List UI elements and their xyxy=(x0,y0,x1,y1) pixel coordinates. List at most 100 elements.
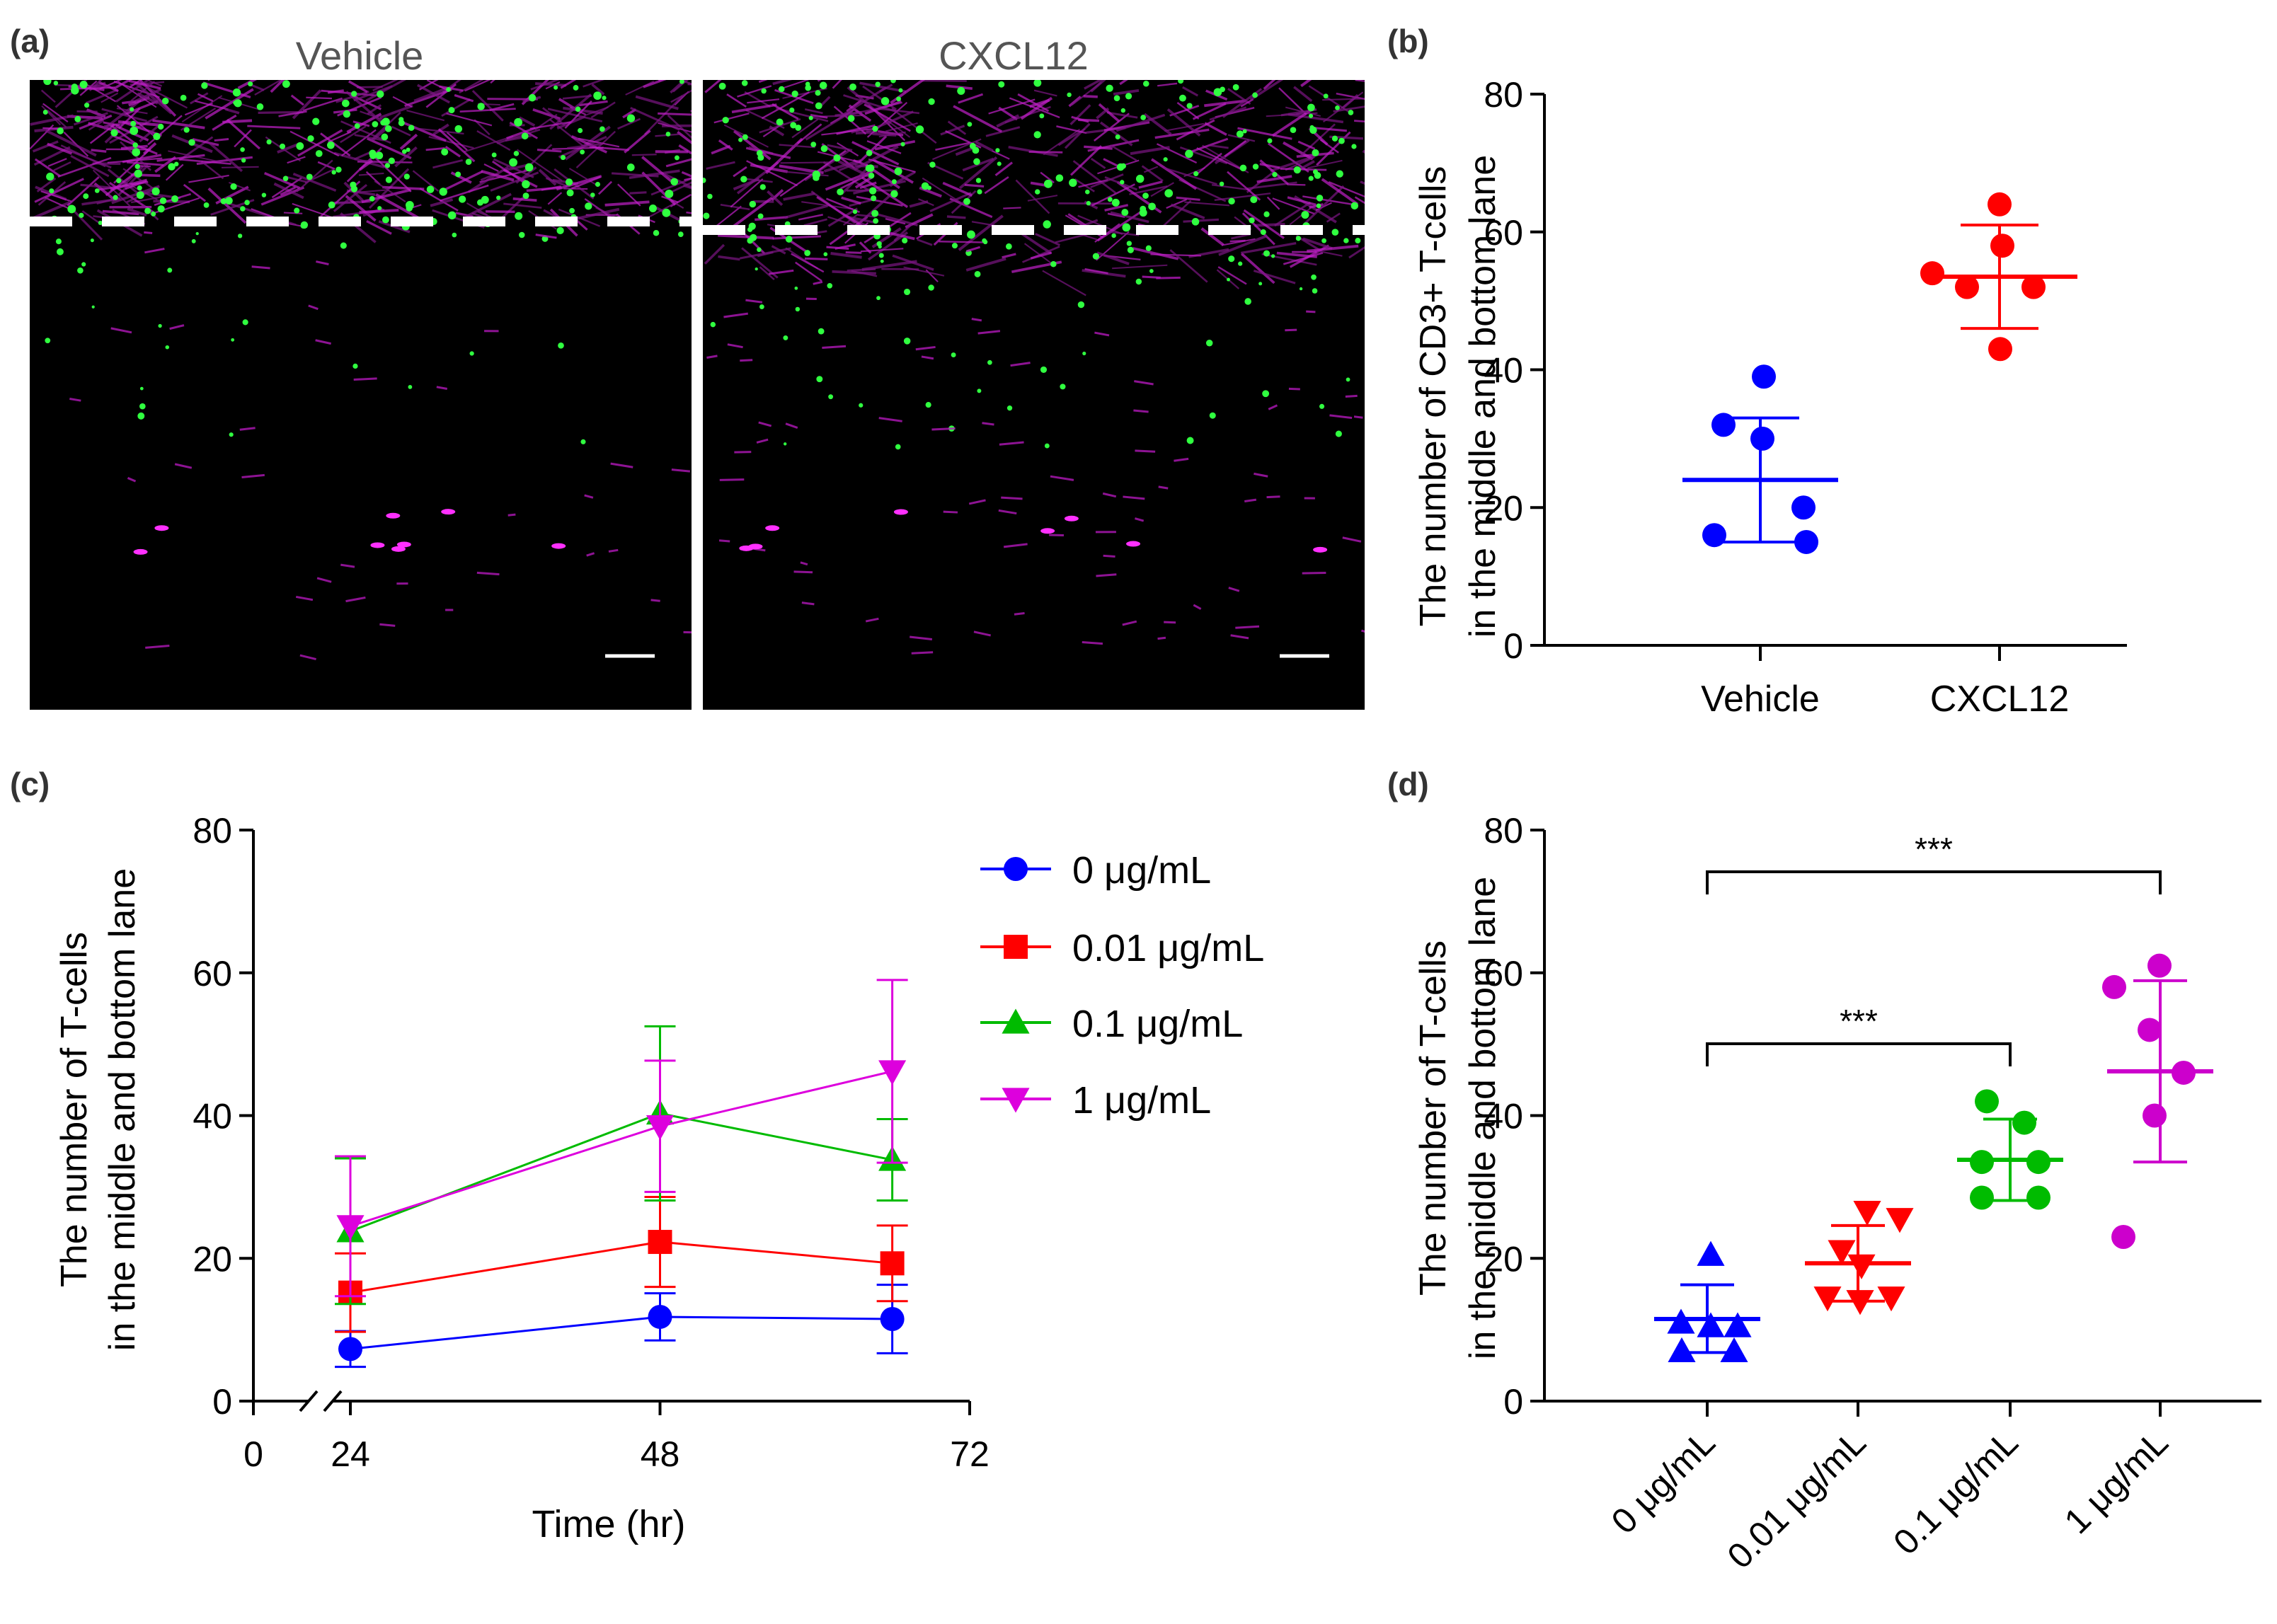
cell xyxy=(447,211,457,220)
fibre xyxy=(730,196,773,230)
cell xyxy=(230,183,237,190)
data-point xyxy=(1970,1150,1994,1175)
fibre xyxy=(348,80,368,93)
fibre xyxy=(47,158,67,167)
fibre xyxy=(610,462,633,468)
cell xyxy=(448,107,455,114)
fibre xyxy=(563,188,588,190)
fibre xyxy=(1283,251,1324,265)
panel-d-label: (d) xyxy=(1387,766,1429,802)
fibre xyxy=(999,441,1024,446)
cell xyxy=(967,230,975,239)
fibre xyxy=(446,132,468,151)
y-tick-label: 60 xyxy=(1484,954,1523,994)
fibre xyxy=(1040,528,1055,534)
fibre xyxy=(1307,244,1359,253)
fibre xyxy=(53,161,71,171)
cell xyxy=(1178,80,1184,84)
fibre xyxy=(746,160,798,187)
cell xyxy=(653,230,660,236)
fibre xyxy=(419,188,459,212)
data-point xyxy=(880,1306,905,1331)
cell xyxy=(1209,412,1216,419)
fibre xyxy=(1259,163,1280,169)
cell xyxy=(266,139,272,145)
cell xyxy=(1035,189,1040,195)
cell xyxy=(710,321,716,328)
cell xyxy=(815,102,822,110)
cell xyxy=(718,82,726,90)
fibre xyxy=(327,131,352,143)
fibre xyxy=(769,269,794,275)
cell xyxy=(665,132,671,137)
cell xyxy=(1142,192,1149,199)
fibre xyxy=(1329,414,1353,420)
fibre xyxy=(1143,166,1159,173)
fibre xyxy=(780,161,830,164)
fibre xyxy=(740,359,753,362)
fibre xyxy=(1150,182,1174,197)
cell xyxy=(703,212,710,219)
fibre xyxy=(111,185,160,205)
fibre xyxy=(464,80,491,92)
fibre xyxy=(1274,201,1312,227)
cell xyxy=(300,223,306,229)
cell xyxy=(565,178,573,186)
fibre xyxy=(1132,247,1179,260)
cell xyxy=(1067,92,1072,98)
fibre xyxy=(931,138,982,161)
fibre xyxy=(350,93,382,110)
fibre xyxy=(547,192,563,205)
fibre xyxy=(490,171,539,192)
data-point xyxy=(1791,495,1816,520)
data-point xyxy=(1723,1312,1752,1337)
cell xyxy=(1179,94,1186,102)
fibre xyxy=(224,108,240,115)
cell xyxy=(1060,384,1066,390)
fibre xyxy=(851,125,875,134)
cell xyxy=(351,91,357,97)
fibre xyxy=(946,84,973,90)
data-point xyxy=(648,1304,672,1329)
fibre xyxy=(629,169,680,179)
fibre xyxy=(827,144,853,151)
fibre xyxy=(597,180,613,195)
fibre xyxy=(733,166,747,178)
cell xyxy=(878,245,882,249)
data-point xyxy=(1990,234,2014,258)
fibre xyxy=(868,158,916,173)
fibre xyxy=(535,82,567,87)
fibre xyxy=(490,80,495,84)
fibre xyxy=(575,130,616,168)
cell xyxy=(1126,241,1132,246)
cell xyxy=(91,305,95,309)
fibre xyxy=(503,202,542,209)
fibre xyxy=(584,494,594,499)
cell xyxy=(881,97,890,105)
x-tick-label: 0 xyxy=(243,1434,263,1474)
cell xyxy=(757,247,762,253)
fibre xyxy=(369,111,401,142)
fibre xyxy=(40,89,56,103)
fibre xyxy=(994,161,1014,177)
fibre xyxy=(1158,485,1169,490)
cell xyxy=(795,306,801,312)
fibre xyxy=(1287,113,1344,124)
fibre xyxy=(430,198,454,207)
fibre xyxy=(129,80,142,88)
fibre xyxy=(440,184,489,202)
cell xyxy=(876,296,881,301)
cell xyxy=(377,206,382,211)
cell xyxy=(747,226,753,232)
cell xyxy=(1142,80,1149,87)
cell xyxy=(1033,80,1042,87)
cell xyxy=(385,176,392,183)
cell xyxy=(921,182,929,190)
fibre xyxy=(127,161,164,166)
cell xyxy=(805,84,811,91)
fibre xyxy=(713,113,750,124)
fibre xyxy=(70,155,110,178)
cell xyxy=(1236,130,1244,138)
cell xyxy=(1348,110,1354,115)
fibre xyxy=(1313,546,1328,553)
